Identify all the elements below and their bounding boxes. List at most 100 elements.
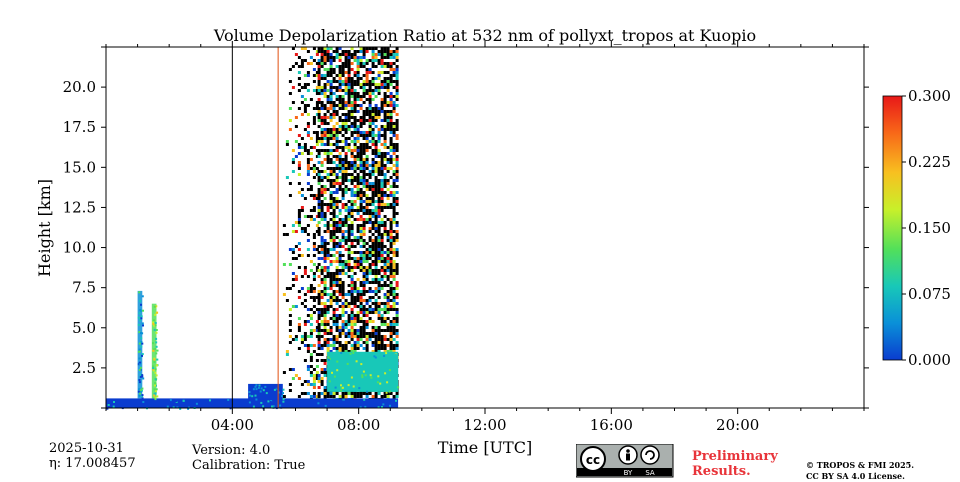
noise-cell — [347, 218, 351, 221]
noise-cell — [359, 320, 363, 323]
noise-cell — [380, 209, 384, 212]
noise-cell — [371, 341, 375, 344]
noise-cell — [374, 242, 378, 245]
noise-cell — [344, 260, 348, 263]
speckle-cell — [282, 388, 285, 391]
noise-cell — [368, 125, 372, 128]
noise-cell — [317, 92, 321, 95]
noise-cell — [320, 302, 324, 305]
speckle-cell — [372, 366, 375, 369]
noise-cell — [374, 251, 378, 254]
speckle-cell — [141, 342, 144, 345]
noise-cell — [371, 188, 375, 191]
noise-cell — [374, 176, 378, 179]
noise-cell — [362, 53, 366, 56]
noise-cell — [341, 263, 345, 266]
noise-cell — [371, 215, 375, 218]
noise-cell — [356, 293, 360, 296]
noise-cell — [392, 164, 396, 167]
noise-cell — [347, 53, 351, 56]
noise-cell — [341, 191, 345, 194]
noise-cell — [347, 230, 351, 233]
noise-cell — [323, 278, 327, 281]
speckle-cell — [263, 402, 266, 405]
heatmap-cells — [106, 47, 400, 410]
noise-cell — [338, 182, 342, 185]
noise-cell — [350, 269, 354, 272]
noise-cell — [317, 263, 321, 266]
noise-cell — [350, 320, 354, 323]
noise-cell — [341, 311, 345, 314]
noise-cell — [362, 143, 366, 146]
noise-cell — [386, 329, 390, 332]
noise-cell — [297, 182, 301, 185]
noise-cell — [303, 86, 307, 89]
speckle-cell — [248, 401, 251, 404]
noise-cell — [338, 83, 342, 86]
noise-cell — [329, 170, 333, 173]
copyright-line1: © TROPOS & FMI 2025. — [806, 460, 915, 470]
speckle-cell — [209, 399, 211, 402]
noise-cell — [309, 383, 313, 386]
noise-cell — [297, 218, 301, 221]
noise-cell — [353, 392, 357, 395]
noise-cell — [383, 125, 387, 128]
noise-cell — [362, 47, 366, 50]
noise-cell — [320, 218, 324, 221]
noise-cell — [288, 128, 292, 131]
noise-cell — [359, 65, 363, 68]
noise-cell — [356, 206, 360, 209]
speckle-cell — [341, 386, 344, 389]
speckle-cell — [376, 381, 379, 384]
noise-cell — [377, 260, 381, 263]
noise-cell — [395, 56, 399, 59]
noise-cell — [350, 209, 354, 212]
noise-cell — [380, 104, 384, 107]
noise-cell — [371, 344, 375, 347]
noise-cell — [350, 161, 354, 164]
noise-cell — [300, 65, 304, 68]
noise-cell — [332, 272, 336, 275]
noise-cell — [356, 59, 360, 62]
noise-cell — [392, 269, 396, 272]
noise-cell — [317, 89, 321, 92]
noise-cell — [353, 74, 357, 77]
noise-cell — [386, 89, 390, 92]
noise-cell — [306, 308, 310, 311]
noise-cell — [365, 347, 369, 350]
noise-cell — [392, 230, 396, 233]
noise-cell — [353, 347, 357, 350]
noise-cell — [326, 293, 330, 296]
noise-cell — [356, 134, 360, 137]
noise-cell — [386, 83, 390, 86]
speckle-cell — [176, 406, 179, 409]
noise-cell — [320, 89, 324, 92]
noise-cell — [362, 164, 366, 167]
noise-cell — [386, 122, 390, 125]
noise-cell — [341, 296, 345, 299]
noise-cell — [374, 182, 378, 185]
noise-cell — [309, 353, 313, 356]
noise-cell — [338, 281, 342, 284]
copyright-line2: CC BY SA 4.0 License. — [806, 471, 905, 481]
noise-cell — [317, 329, 321, 332]
noise-cell — [323, 131, 327, 134]
noise-cell — [332, 218, 336, 221]
noise-cell — [344, 236, 348, 239]
noise-cell — [374, 209, 378, 212]
noise-cell — [347, 188, 351, 191]
noise-cell — [368, 296, 372, 299]
speckle-cell — [349, 352, 352, 355]
noise-cell — [356, 65, 360, 68]
noise-cell — [294, 335, 298, 338]
noise-cell — [392, 287, 396, 290]
noise-cell — [383, 47, 387, 50]
noise-cell — [326, 341, 330, 344]
noise-cell — [341, 350, 345, 353]
noise-cell — [350, 326, 354, 329]
noise-cell — [377, 185, 381, 188]
speckle-cell — [228, 401, 231, 404]
noise-cell — [329, 149, 333, 152]
noise-cell — [335, 146, 339, 149]
noise-cell — [365, 185, 369, 188]
